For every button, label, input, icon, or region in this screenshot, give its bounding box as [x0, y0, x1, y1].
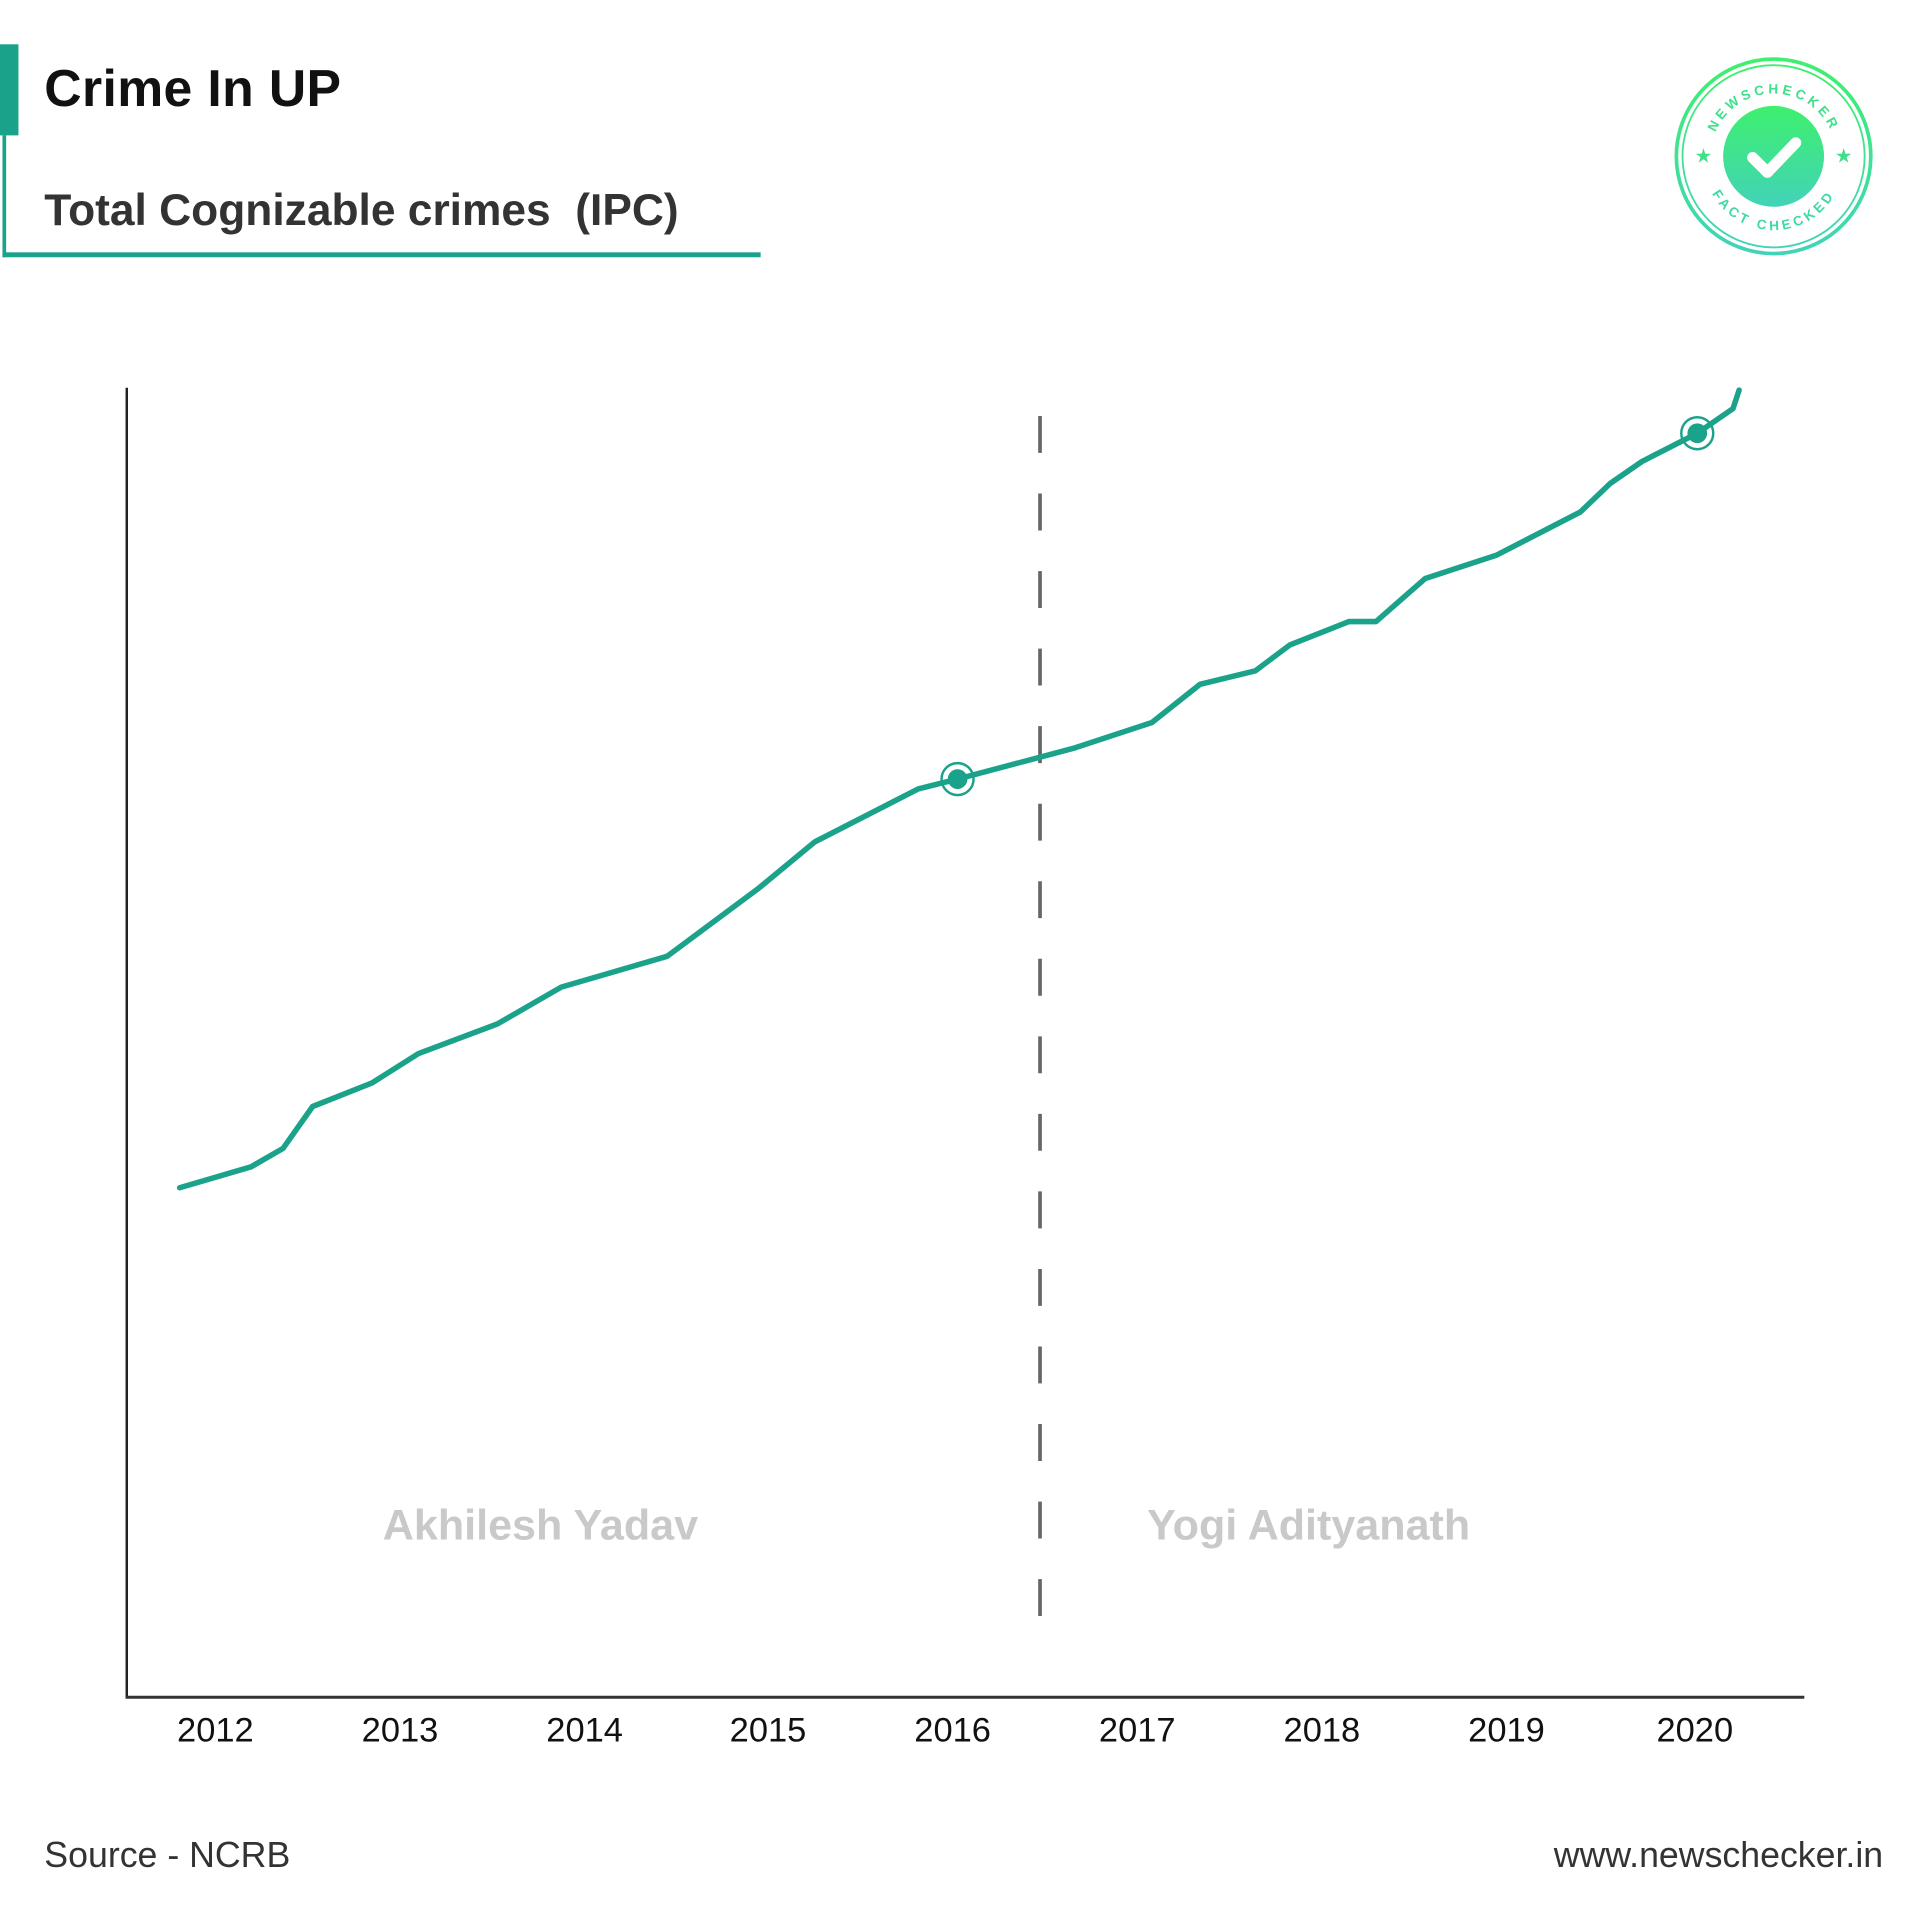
- x-tick-label: 2020: [1656, 1710, 1734, 1749]
- subtitle-frame: [2, 135, 761, 258]
- website-link[interactable]: www.newschecker.in: [1553, 1836, 1884, 1876]
- highlight-point-2016: [940, 761, 975, 797]
- x-tick-label: 2013: [361, 1710, 439, 1749]
- region-label-akhilesh: Akhilesh Yadav: [382, 1501, 699, 1550]
- chart-title: Crime In UP: [44, 59, 342, 117]
- x-tick-label: 2016: [914, 1710, 991, 1749]
- star-icon: ★: [1835, 145, 1853, 167]
- x-tick-label: 2015: [729, 1710, 807, 1749]
- x-tick-label: 2014: [546, 1710, 623, 1749]
- chart-subtitle: Total Cognizable crimes (IPC): [44, 184, 679, 236]
- newschecker-fact-checked-badge: NEWSCHECKER FACT CHECKED ★ ★: [1674, 57, 1873, 256]
- highlight-point-2020: [1680, 416, 1715, 451]
- x-tick-label: 2017: [1098, 1710, 1176, 1749]
- region-label-yogi: Yogi Adityanath: [1147, 1501, 1471, 1550]
- title-accent-bar: [0, 44, 19, 136]
- crime-trend-line: [176, 387, 1742, 1191]
- check-icon: [1747, 137, 1802, 178]
- x-tick-label: 2018: [1283, 1710, 1361, 1749]
- x-tick-label: 2012: [177, 1710, 254, 1749]
- x-tick-label: 2019: [1468, 1710, 1545, 1749]
- star-icon: ★: [1695, 145, 1713, 167]
- check-circle: [1723, 105, 1825, 207]
- source-note: Source - NCRB: [44, 1836, 291, 1876]
